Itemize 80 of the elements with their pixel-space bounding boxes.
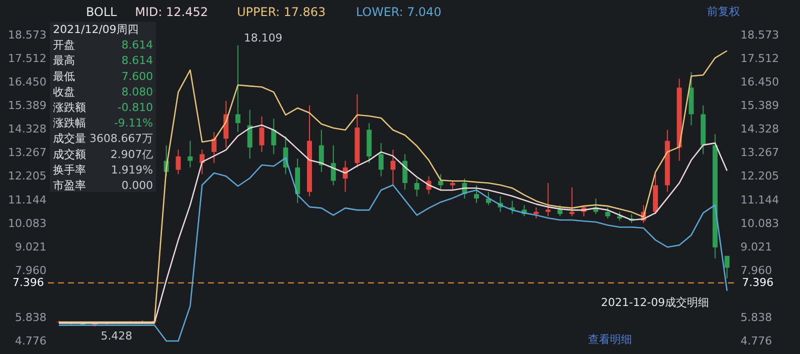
annotation: 成交额 (53, 148, 86, 161)
annotation: 成交量 (53, 132, 86, 146)
y2-tick-label: 7.960 (740, 264, 772, 277)
annotation: 8.614 (122, 54, 153, 68)
y-tick-label: 12.205 (8, 170, 46, 183)
y-tick-label: 4.776 (15, 334, 46, 348)
annotation: 2021-12-09成交明细 (601, 296, 709, 309)
annotation: 市盈率 (53, 179, 86, 192)
y2-tick-label: 12.205 (740, 170, 779, 183)
annotation: 18.109 (244, 31, 282, 44)
candlestick (438, 174, 444, 190)
text: LOWER: 7.040 (356, 5, 442, 19)
annotation: 2.907亿 (110, 148, 153, 161)
candlestick (558, 204, 563, 217)
y2-tick-label: 14.328 (740, 122, 779, 136)
candlestick (330, 144, 336, 186)
y-tick-label: 17.512 (8, 52, 46, 66)
y-tick-label: 5.838 (15, 310, 46, 324)
y-tick-label: 10.083 (8, 216, 46, 230)
candlestick (176, 149, 181, 175)
y2-tick-label: 5.838 (740, 310, 772, 324)
annotation: 开盘 (53, 38, 75, 52)
annotation: 3608.667万 (90, 132, 153, 146)
annotation: 最低 (53, 70, 75, 83)
y2-tick-label: 13.267 (740, 146, 779, 160)
y-tick-label: 14.328 (8, 122, 46, 136)
candlestick (247, 109, 252, 160)
y2-tick-label: 16.450 (740, 76, 779, 89)
candlestick (390, 149, 396, 186)
candlestick (200, 149, 205, 175)
annotation: -0.810 (118, 101, 153, 114)
ref-line-label: 7.396 (12, 276, 44, 289)
chart-title: BOLL (86, 5, 118, 19)
y2-tick-label: 17.512 (740, 52, 779, 66)
candlestick (271, 118, 276, 155)
candlestick (534, 206, 539, 219)
y-tick-label: 18.573 (8, 28, 46, 42)
annotation: 最高 (53, 54, 75, 68)
y-tick-label: 16.450 (8, 76, 46, 89)
candlestick (546, 182, 551, 217)
annotation: 涨跌幅 (53, 116, 86, 130)
annotation: 8.614 (122, 38, 153, 52)
text: 7.396 (742, 276, 774, 289)
text: UPPER: 17.863 (237, 5, 326, 19)
annotation: 8.080 (122, 85, 153, 98)
candlestick (235, 44, 240, 132)
y-tick-label: 7.960 (15, 264, 46, 277)
annotation: 2021/12/09周四 (53, 23, 138, 36)
annotation: 涨跌额 (53, 101, 86, 114)
y2-tick-label: 15.389 (740, 99, 779, 112)
candlestick (414, 178, 420, 197)
y-tick-label: 13.267 (8, 146, 46, 160)
annotation: 5.428 (100, 330, 132, 343)
candlestick (605, 206, 610, 219)
y-tick-label: 15.389 (8, 99, 46, 112)
annotation: 1.919% (111, 163, 153, 176)
candlestick (378, 142, 384, 177)
annotation: -9.11% (114, 116, 153, 130)
annotation: 换手率 (53, 163, 86, 176)
y2-tick-label: 9.021 (740, 240, 772, 254)
annotation: 0.000 (122, 179, 153, 192)
candlestick (212, 131, 217, 164)
candlestick (474, 184, 480, 204)
y-tick-label: 9.021 (15, 240, 46, 254)
candlestick (318, 129, 324, 172)
y2-tick-label: 4.776 (740, 334, 772, 348)
y2-tick-label: 11.144 (740, 193, 779, 206)
annotation: 查看明细 (588, 333, 632, 346)
candlestick (402, 154, 408, 190)
y2-tick-label: 10.083 (740, 216, 779, 230)
annotation: 7.600 (122, 70, 153, 83)
y-tick-label: 11.144 (8, 193, 46, 206)
candlestick (569, 186, 574, 217)
candlestick (724, 255, 730, 279)
candlestick (188, 140, 193, 168)
candlestick (259, 116, 264, 152)
y2-tick-label: 18.573 (740, 28, 779, 42)
text: MID: 12.452 (135, 5, 208, 19)
text: 前复权 (707, 5, 740, 18)
annotation: 收盘 (53, 85, 75, 98)
